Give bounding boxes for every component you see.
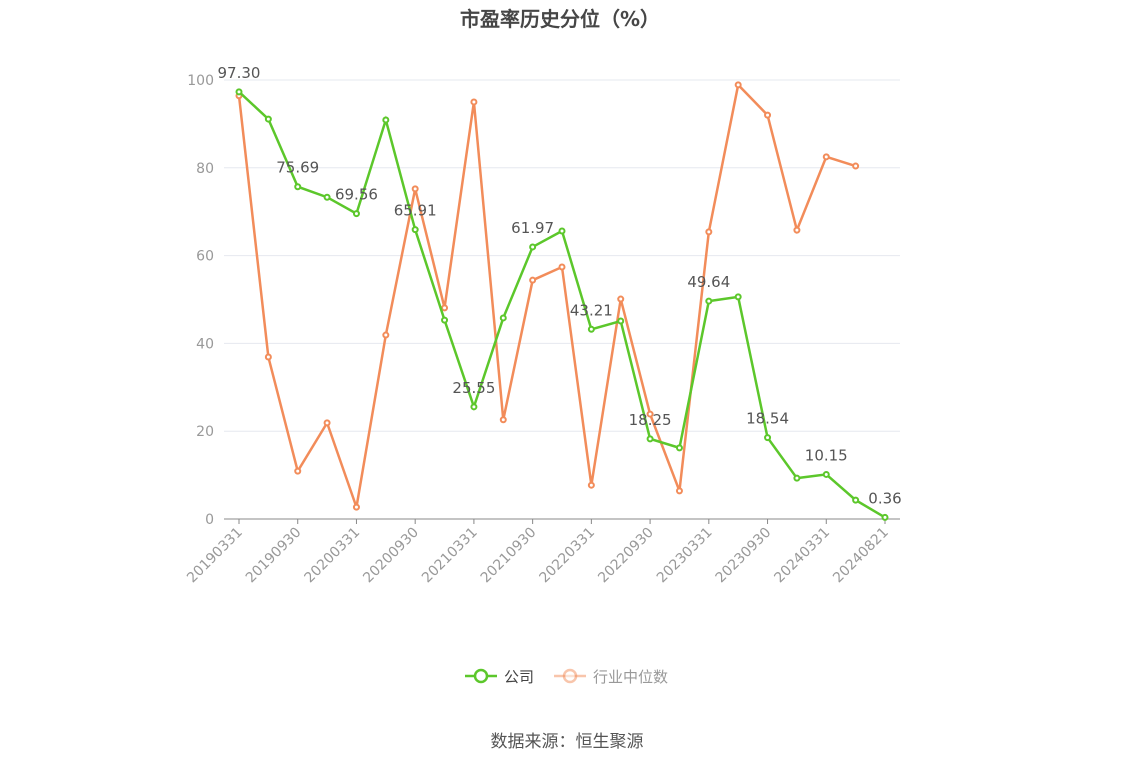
point (411, 185, 419, 193)
legend-marker (473, 668, 489, 684)
data-label: 75.69 (276, 159, 319, 177)
point (764, 434, 772, 442)
x-tick-label: 20240331 (771, 525, 833, 587)
point (646, 435, 654, 443)
point (881, 513, 889, 521)
y-tick-label: 40 (196, 336, 214, 352)
legend-marker (562, 668, 578, 684)
point (617, 295, 625, 303)
point (852, 496, 860, 504)
x-tick-label: 20220930 (595, 525, 657, 587)
point (264, 115, 272, 123)
series-line (238, 90, 886, 519)
data-label: 61.97 (511, 219, 554, 237)
y-tick-label: 80 (196, 161, 214, 177)
data-label: 97.30 (218, 64, 261, 82)
point (382, 116, 390, 124)
point (441, 316, 449, 324)
data-label: 0.36 (868, 489, 901, 507)
point (852, 162, 860, 170)
point (558, 227, 566, 235)
point (558, 263, 566, 271)
data-label: 18.25 (629, 411, 672, 429)
series-line (237, 82, 857, 508)
legend-label: 行业中位数 (593, 668, 668, 686)
point (499, 416, 507, 424)
y-tick-label: 60 (196, 249, 214, 265)
point (822, 153, 830, 161)
x-tick-label: 20200331 (302, 525, 364, 587)
point (529, 276, 537, 284)
x-tick-label: 20240821 (830, 525, 892, 587)
point (793, 474, 801, 482)
data-label: 43.21 (570, 301, 613, 319)
legend-label: 公司 (504, 668, 534, 686)
chart-title: 市盈率历史分位（%） (460, 7, 660, 31)
point (441, 304, 449, 312)
point (352, 503, 360, 511)
y-tick-label: 0 (205, 512, 214, 528)
point (382, 331, 390, 339)
data-label: 18.54 (746, 410, 789, 428)
source: 数据来源：恒生聚源 (491, 732, 644, 752)
point (734, 81, 742, 89)
data-label: 65.91 (394, 202, 437, 220)
point (734, 293, 742, 301)
point (323, 419, 331, 427)
point (470, 403, 478, 411)
x-tick-label: 20230331 (654, 525, 716, 587)
point (587, 325, 595, 333)
point (235, 88, 243, 96)
point (675, 487, 683, 495)
x-tick-label: 20230930 (713, 525, 775, 587)
point (617, 317, 625, 325)
point (793, 226, 801, 234)
point (470, 98, 478, 106)
point (294, 183, 302, 191)
x-tick-label: 20220331 (536, 525, 598, 587)
x-tick-label: 20190930 (243, 525, 305, 587)
point (323, 193, 331, 201)
point (646, 410, 654, 418)
point (411, 226, 419, 234)
point (264, 353, 272, 361)
point (705, 297, 713, 305)
x-tick-label: 20210331 (419, 525, 481, 587)
point (529, 243, 537, 251)
data-label: 25.55 (452, 379, 495, 397)
point (352, 210, 360, 218)
point (294, 467, 302, 475)
y-tick-label: 20 (196, 424, 214, 440)
data-label: 49.64 (687, 273, 730, 291)
point (705, 228, 713, 236)
data-label: 69.56 (335, 186, 378, 204)
y-tick-label: 100 (187, 73, 214, 89)
point (675, 444, 683, 452)
x-tick-label: 20190331 (184, 525, 246, 587)
point (822, 470, 830, 478)
point (764, 111, 772, 119)
x-tick-label: 20200930 (360, 525, 422, 587)
point (587, 481, 595, 489)
point (499, 314, 507, 322)
data-label: 10.15 (805, 446, 848, 464)
x-tick-label: 20210930 (478, 525, 540, 587)
